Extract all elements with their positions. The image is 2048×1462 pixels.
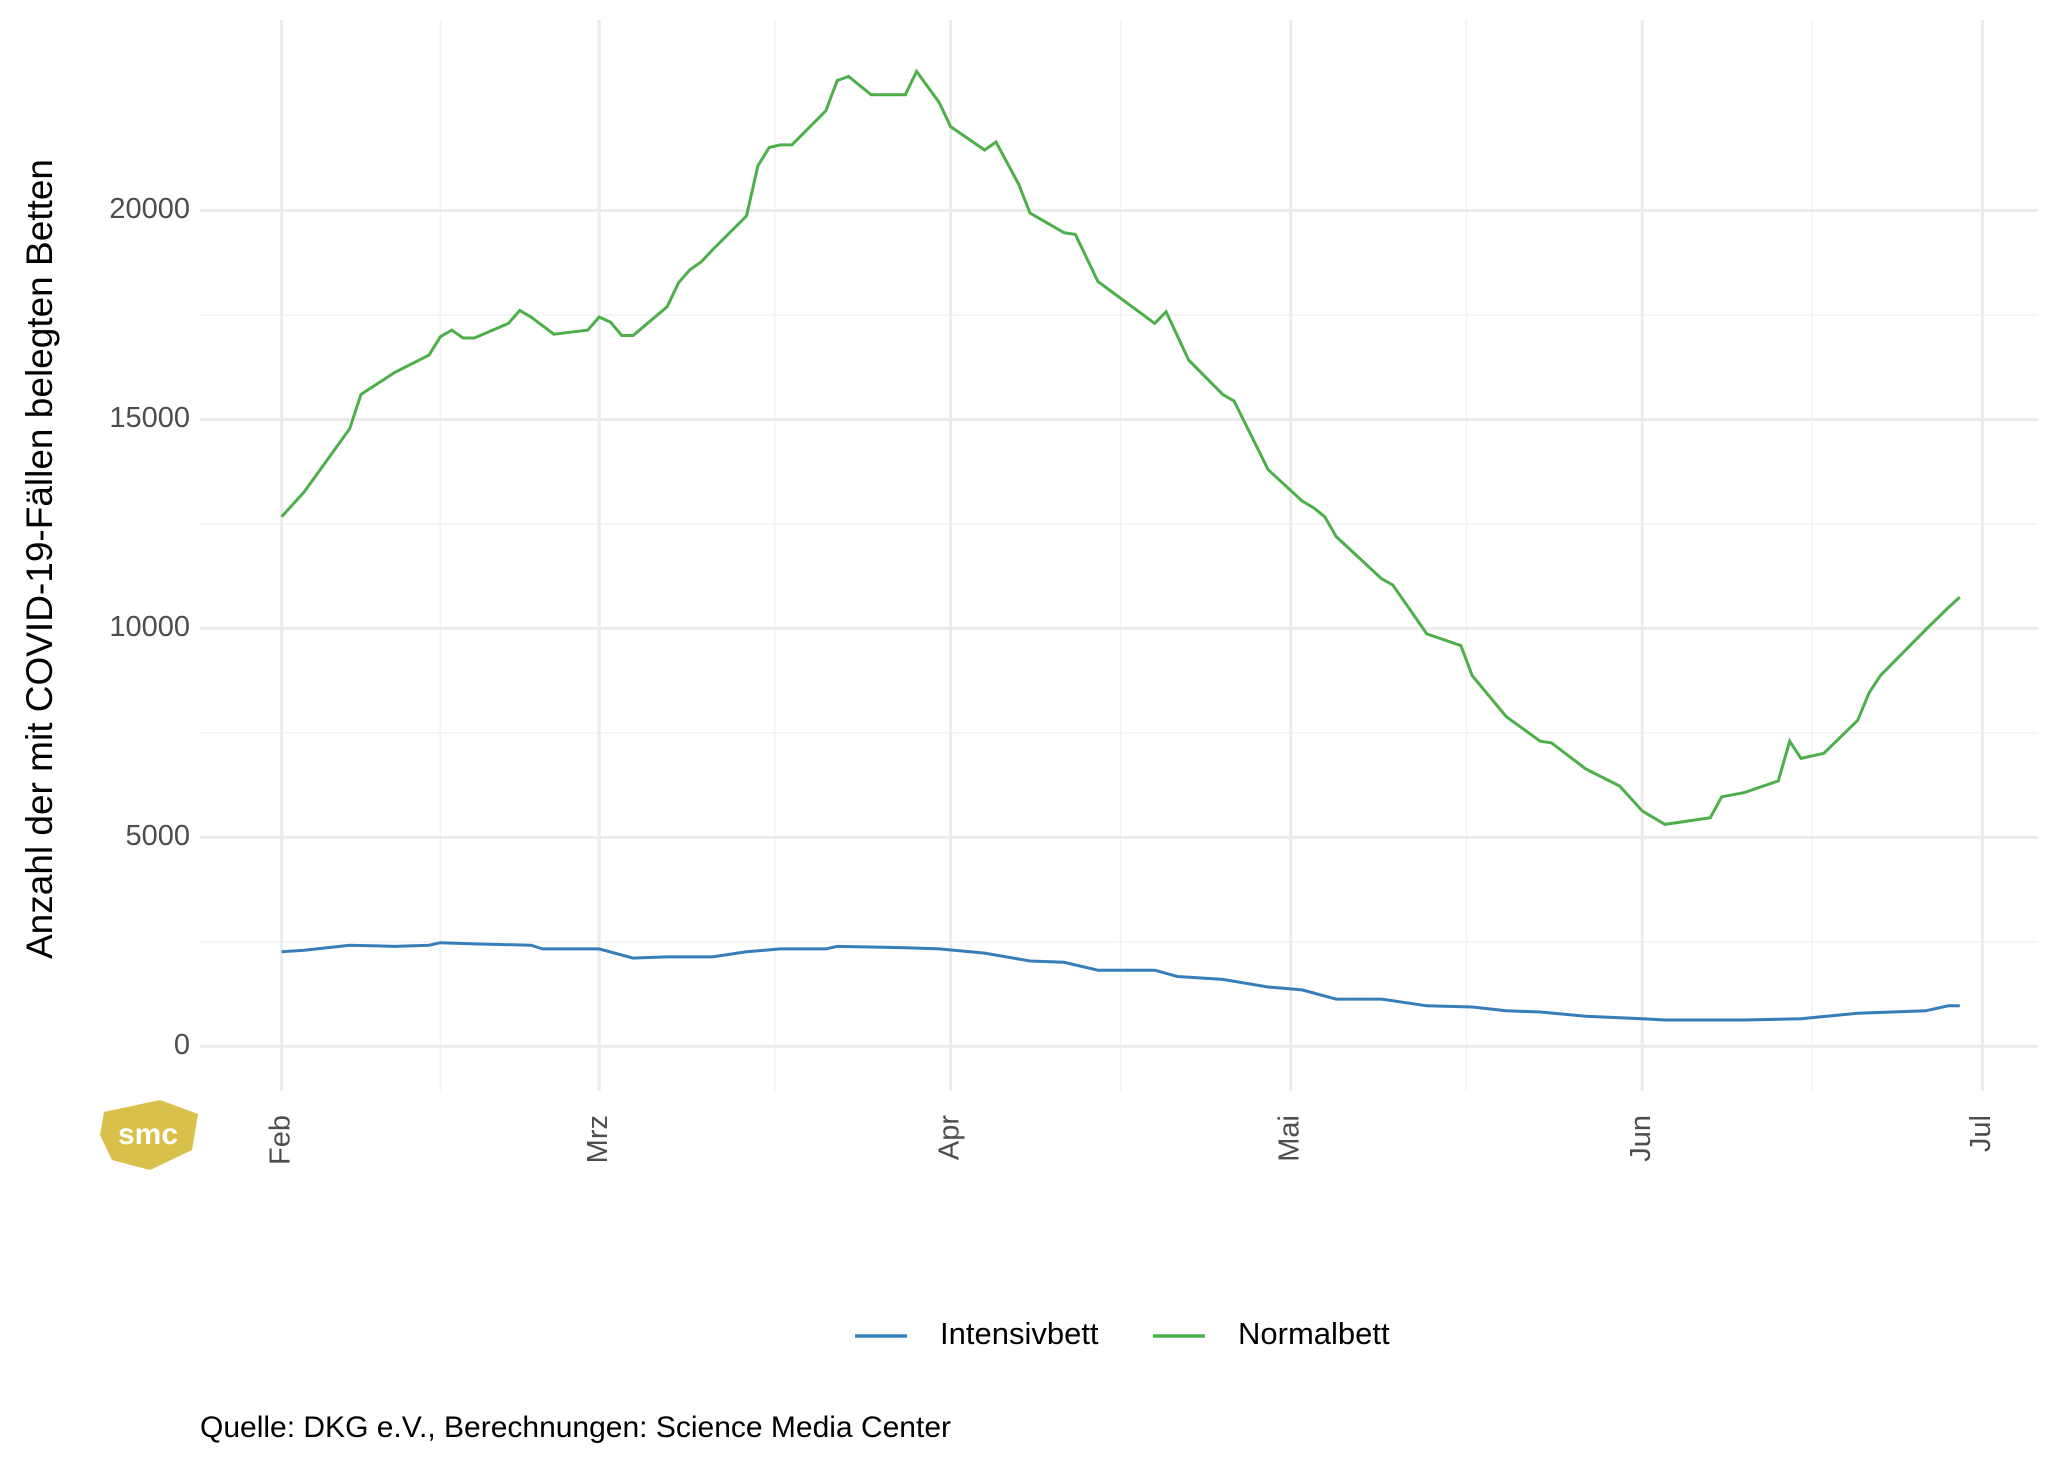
x-tick-label: Feb: [264, 1115, 296, 1165]
x-tick-label: Jun: [1625, 1115, 1657, 1162]
x-tick-label: Jul: [1965, 1115, 1997, 1152]
series-line: [280, 68, 1961, 826]
y-tick-label: 20000: [109, 193, 190, 225]
series-line: [281, 941, 1960, 1022]
grid: [200, 20, 2038, 1091]
y-tick-label: 0: [174, 1029, 190, 1061]
caption: Quelle: DKG e.V., Berechnungen: Science …: [200, 1411, 951, 1444]
y-tick-label: 5000: [125, 820, 190, 852]
y-axis-title: Anzahl der mit COVID-19-Fällen belegten …: [19, 159, 60, 959]
y-tick-label: 15000: [109, 402, 190, 434]
x-tick-label: Mrz: [582, 1115, 614, 1163]
logo: smc: [100, 1100, 198, 1170]
x-tick-label: Mai: [1273, 1115, 1305, 1162]
legend-label: Intensivbett: [940, 1316, 1099, 1351]
y-tick-label: 10000: [109, 611, 190, 643]
logo-text: smc: [118, 1118, 178, 1151]
logo-shape: [100, 1100, 198, 1170]
x-tick-label: Apr: [933, 1115, 965, 1160]
legend-label: Normalbett: [1238, 1316, 1390, 1351]
